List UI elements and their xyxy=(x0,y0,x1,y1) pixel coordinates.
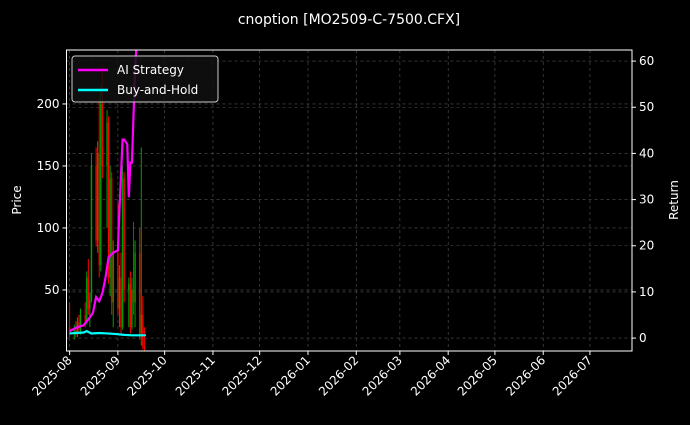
y-tick-label: 200 xyxy=(37,97,60,111)
x-tick-label: 2026-07 xyxy=(550,353,595,398)
x-tick-label: 2025-08 xyxy=(29,353,74,398)
candle-body xyxy=(138,252,141,334)
candle-body xyxy=(96,153,99,241)
buy-and-hold-line xyxy=(69,329,146,337)
y2-tick-label: 30 xyxy=(639,193,654,207)
grid xyxy=(66,50,632,351)
x-tick-label: 2026-06 xyxy=(503,353,548,398)
candle-body xyxy=(120,277,122,328)
candle-body xyxy=(89,299,91,309)
x-tick-label: 2025-12 xyxy=(219,353,264,398)
y2-tick-label: 50 xyxy=(639,100,654,114)
y-axis-label: Price xyxy=(10,185,24,214)
ai-strategy-line xyxy=(69,50,138,333)
y2-tick-label: 10 xyxy=(639,285,654,299)
y-tick-label: 50 xyxy=(44,283,59,297)
plot-frame xyxy=(66,49,633,352)
candle-body xyxy=(99,103,102,266)
candle-body xyxy=(132,289,135,303)
lines xyxy=(69,50,146,337)
candle-body xyxy=(90,165,93,300)
y-tick-label: 100 xyxy=(37,221,60,235)
candle-body xyxy=(118,277,121,309)
candle-body xyxy=(121,178,124,328)
candle-body xyxy=(98,153,101,266)
candle-body xyxy=(131,289,133,328)
x-tick-label: 2025-09 xyxy=(78,353,123,398)
candle-body xyxy=(87,277,90,309)
candle-body xyxy=(129,283,132,328)
y2-axis-label: Return xyxy=(667,180,681,220)
x-tick-label: 2026-02 xyxy=(316,353,361,398)
y2-tick-label: 60 xyxy=(639,54,654,68)
candle-body xyxy=(106,122,108,166)
x-tick-label: 2026-01 xyxy=(268,353,313,398)
candle-body xyxy=(128,283,130,290)
candle-body xyxy=(101,103,104,166)
candle-body xyxy=(109,178,111,278)
legend-label-ai: AI Strategy xyxy=(117,63,184,77)
y2-tick-label: 20 xyxy=(639,239,654,253)
x-tick-label: 2025-10 xyxy=(124,353,169,398)
y-tick-label: 150 xyxy=(37,159,60,173)
candle-body xyxy=(95,165,97,241)
candle-body xyxy=(107,122,110,278)
candle-body xyxy=(143,345,146,349)
legend-label-bh: Buy-and-Hold xyxy=(117,83,198,97)
candle-body xyxy=(117,252,119,309)
y2-tick-label: 0 xyxy=(639,331,647,345)
y2-tick-label: 40 xyxy=(639,146,654,160)
candle-body xyxy=(112,252,115,303)
x-tick-label: 2026-03 xyxy=(360,353,405,398)
candle-body xyxy=(85,277,88,321)
candle-body xyxy=(79,314,82,330)
x-tick-label: 2025-11 xyxy=(173,353,218,398)
legend: AI Strategy Buy-and-Hold xyxy=(71,55,219,103)
x-tick-label: 2026-04 xyxy=(408,353,453,398)
x-tick-label: 2026-05 xyxy=(455,353,500,398)
candle-body xyxy=(73,329,76,334)
candle-body xyxy=(134,252,136,303)
candle-body xyxy=(123,178,125,290)
candle-body xyxy=(140,314,143,334)
candle-body xyxy=(110,178,113,303)
candle-body xyxy=(84,314,86,321)
candles xyxy=(68,66,146,351)
candle-body xyxy=(142,314,144,346)
chart-title: cnoption [MO2509-C-7500.CFX] xyxy=(238,12,460,28)
